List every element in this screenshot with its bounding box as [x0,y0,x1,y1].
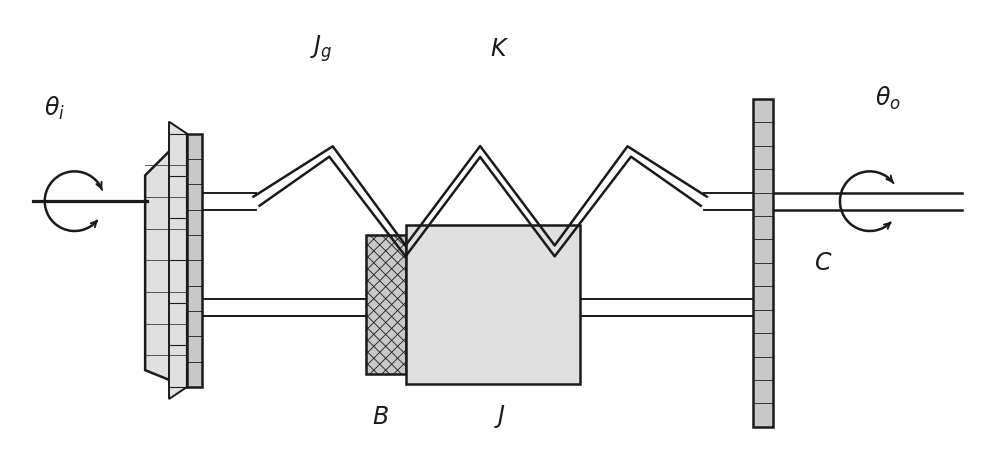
Text: $\theta_i$: $\theta_i$ [44,95,65,122]
Bar [187,134,202,387]
Text: $J_g$: $J_g$ [310,34,332,64]
Bar [366,235,406,374]
Bar [773,193,962,210]
Text: $B$: $B$ [372,405,389,429]
Bar [406,225,580,384]
Text: $J$: $J$ [494,403,506,431]
Bar [753,99,773,427]
Polygon shape [169,122,187,399]
Text: $\theta_o$: $\theta_o$ [875,85,901,113]
Polygon shape [145,134,187,387]
Text: $C$: $C$ [814,251,832,275]
Text: $K$: $K$ [490,37,510,61]
